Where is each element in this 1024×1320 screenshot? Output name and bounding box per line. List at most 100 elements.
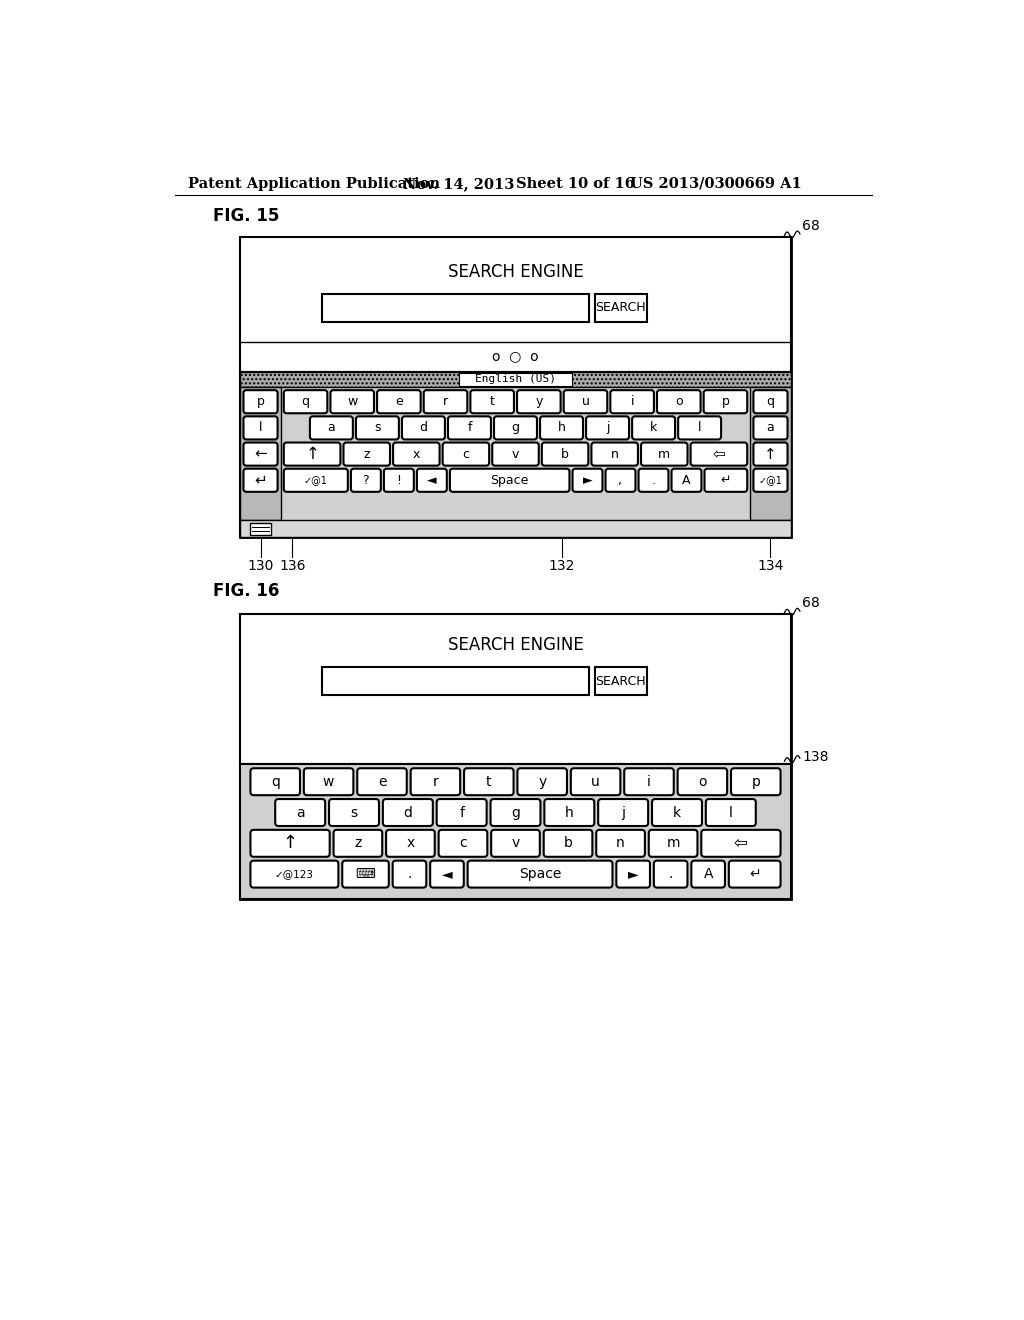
FancyBboxPatch shape — [251, 861, 338, 887]
FancyBboxPatch shape — [657, 391, 700, 413]
FancyBboxPatch shape — [351, 469, 381, 492]
FancyBboxPatch shape — [470, 391, 514, 413]
FancyBboxPatch shape — [357, 768, 407, 795]
Text: c: c — [459, 837, 467, 850]
FancyBboxPatch shape — [436, 799, 486, 826]
Text: o: o — [675, 395, 683, 408]
FancyBboxPatch shape — [392, 861, 426, 887]
Text: ↑: ↑ — [305, 445, 319, 463]
Text: f: f — [467, 421, 472, 434]
Text: u: u — [591, 775, 600, 789]
FancyBboxPatch shape — [331, 391, 374, 413]
Text: v: v — [511, 837, 519, 850]
Bar — [595, 294, 647, 322]
FancyBboxPatch shape — [304, 768, 353, 795]
Text: ↑: ↑ — [764, 446, 777, 462]
FancyBboxPatch shape — [672, 469, 701, 492]
FancyBboxPatch shape — [494, 416, 537, 440]
Text: ◄: ◄ — [427, 474, 436, 487]
Text: ↵: ↵ — [721, 474, 731, 487]
Text: s: s — [350, 805, 357, 820]
FancyBboxPatch shape — [356, 416, 399, 440]
Text: j: j — [606, 421, 609, 434]
Text: A: A — [703, 867, 713, 882]
Text: FIG. 16: FIG. 16 — [213, 582, 280, 601]
Text: m: m — [658, 447, 671, 461]
Text: SEARCH: SEARCH — [596, 675, 646, 688]
FancyBboxPatch shape — [652, 799, 702, 826]
Text: k: k — [673, 805, 681, 820]
FancyBboxPatch shape — [417, 469, 446, 492]
Text: 68: 68 — [802, 219, 820, 234]
FancyBboxPatch shape — [705, 469, 748, 492]
Text: m: m — [667, 837, 680, 850]
FancyBboxPatch shape — [706, 799, 756, 826]
FancyBboxPatch shape — [334, 830, 382, 857]
Text: .: . — [408, 867, 412, 882]
FancyBboxPatch shape — [411, 768, 460, 795]
Text: ✓@1: ✓@1 — [759, 475, 782, 486]
FancyBboxPatch shape — [493, 442, 539, 466]
FancyBboxPatch shape — [377, 391, 421, 413]
FancyBboxPatch shape — [342, 861, 389, 887]
Text: ►: ► — [628, 867, 639, 882]
Bar — [751, 387, 791, 520]
Text: q: q — [767, 395, 774, 408]
Text: o: o — [698, 775, 707, 789]
Text: c: c — [463, 447, 469, 461]
Text: ?: ? — [362, 474, 370, 487]
Text: g: g — [511, 805, 520, 820]
FancyBboxPatch shape — [544, 830, 592, 857]
Text: h: h — [558, 421, 565, 434]
FancyBboxPatch shape — [244, 391, 278, 413]
Text: e: e — [378, 775, 386, 789]
Text: q: q — [301, 395, 309, 408]
Text: l: l — [698, 421, 701, 434]
FancyBboxPatch shape — [545, 799, 594, 826]
FancyBboxPatch shape — [468, 861, 612, 887]
Text: y: y — [538, 775, 547, 789]
Text: w: w — [347, 395, 357, 408]
FancyBboxPatch shape — [678, 768, 727, 795]
FancyBboxPatch shape — [649, 830, 697, 857]
Text: Nov. 14, 2013: Nov. 14, 2013 — [403, 177, 514, 191]
FancyBboxPatch shape — [572, 469, 602, 492]
FancyBboxPatch shape — [639, 469, 669, 492]
Text: English (US): English (US) — [475, 375, 556, 384]
Text: ,: , — [618, 474, 623, 487]
Text: ⌨: ⌨ — [355, 867, 376, 882]
Text: t: t — [489, 395, 495, 408]
Text: t: t — [486, 775, 492, 789]
Text: FIG. 15: FIG. 15 — [213, 207, 280, 226]
FancyBboxPatch shape — [251, 768, 300, 795]
Text: d: d — [403, 805, 413, 820]
Text: z: z — [364, 447, 370, 461]
Bar — [241, 614, 791, 899]
FancyBboxPatch shape — [492, 830, 540, 857]
Text: x: x — [413, 447, 420, 461]
FancyBboxPatch shape — [754, 416, 787, 440]
Bar — [241, 764, 791, 899]
FancyBboxPatch shape — [605, 469, 636, 492]
Bar — [250, 523, 271, 535]
Text: 138: 138 — [802, 750, 828, 764]
Text: a: a — [296, 805, 304, 820]
FancyBboxPatch shape — [610, 391, 654, 413]
Bar — [595, 668, 647, 696]
Text: ✓@123: ✓@123 — [274, 869, 314, 879]
Text: h: h — [565, 805, 573, 820]
Text: l: l — [729, 805, 733, 820]
Bar — [241, 372, 791, 387]
Bar — [460, 374, 571, 385]
FancyBboxPatch shape — [438, 830, 487, 857]
Text: Space: Space — [490, 474, 528, 487]
FancyBboxPatch shape — [424, 391, 467, 413]
FancyBboxPatch shape — [284, 469, 348, 492]
FancyBboxPatch shape — [701, 830, 780, 857]
Text: !: ! — [396, 474, 401, 487]
FancyBboxPatch shape — [284, 391, 328, 413]
Text: Space: Space — [519, 867, 561, 882]
Text: 136: 136 — [280, 558, 305, 573]
FancyBboxPatch shape — [384, 469, 414, 492]
Text: Sheet 10 of 16: Sheet 10 of 16 — [515, 177, 635, 191]
